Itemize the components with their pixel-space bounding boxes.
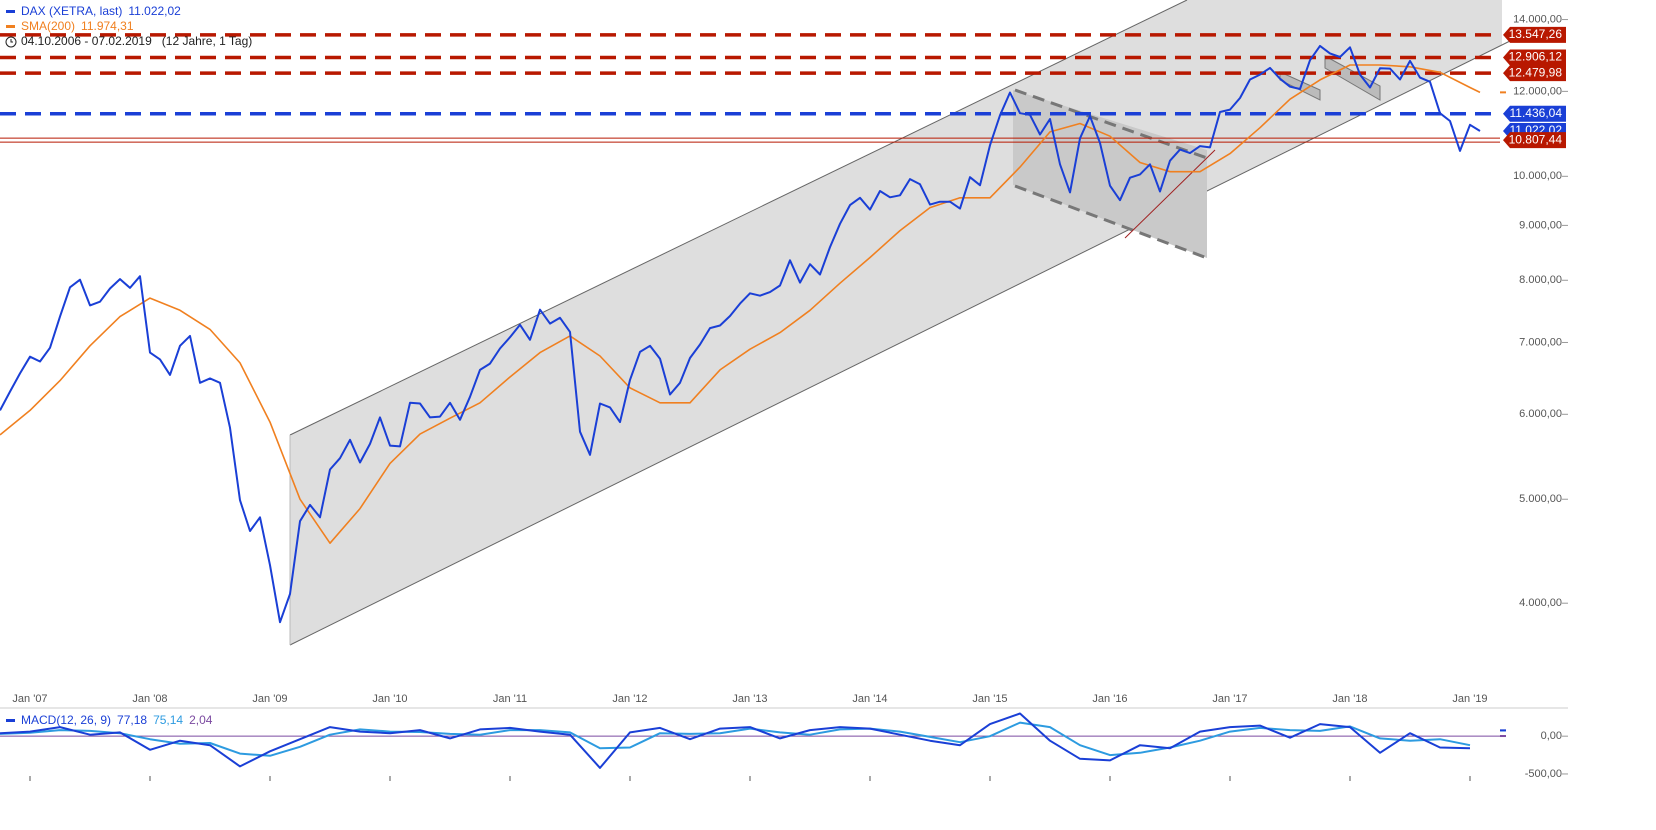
annotations — [0, 0, 1568, 709]
price-tag — [1503, 105, 1566, 122]
price-tag-label: 13.547,26 — [1509, 27, 1563, 41]
date-range-text: 04.10.2006 - 07.02.2019 — [21, 34, 152, 48]
price-tag-label: 11.436,04 — [1510, 106, 1563, 120]
x-tick-label: Jan '08 — [132, 693, 167, 705]
price-tag-label: 10.807,44 — [1509, 132, 1563, 146]
y-tick-label: 9.000,00 — [1519, 219, 1562, 231]
x-tick-label: Jan '10 — [372, 693, 407, 705]
price-tag — [1503, 132, 1566, 149]
price-tag — [1503, 26, 1566, 43]
x-tick-label: Jan '17 — [1212, 693, 1247, 705]
legend-value: 75,14 — [153, 713, 183, 727]
correction-upper — [1014, 88, 1208, 160]
series-line — [0, 44, 1481, 624]
legend-value: 77,18 — [117, 713, 147, 727]
series-line — [0, 721, 1471, 757]
y-tick-label: 12.000,00 — [1513, 85, 1562, 97]
legend-swatch — [6, 10, 15, 13]
correction-lower — [1014, 184, 1208, 260]
x-tick-label: Jan '15 — [972, 693, 1007, 705]
price-tag — [1503, 49, 1566, 66]
price-tag-label: 12.479,98 — [1509, 65, 1563, 79]
y-tick-label: 7.000,00 — [1519, 336, 1562, 348]
support-line — [1124, 149, 1216, 239]
y-tick-label: 14.000,00 — [1513, 13, 1562, 25]
legend-swatch — [6, 719, 15, 722]
series-line — [0, 712, 1471, 769]
legend-entry: SMA(200) 11.974,31 — [21, 19, 134, 33]
y-tick-label: 0,00 — [1541, 730, 1562, 742]
clock-icon — [5, 36, 17, 48]
legend-label: DAX (XETRA, last) — [21, 4, 122, 18]
date-range: 04.10.2006 - 07.02.2019 (12 Jahre, 1 Tag) — [21, 34, 252, 48]
legend-swatch — [6, 25, 15, 28]
plot-area: 4.000,00 5.000,00 6.000,00 7.000,00 8.000,00… — [0, 13, 1568, 781]
channel-lower — [289, 39, 1513, 646]
x-tick-label: Jan '11 — [493, 693, 527, 705]
legend-label: MACD(12, 26, 9) — [21, 713, 111, 727]
price-tag — [1503, 65, 1566, 82]
legend-value: 11.022,02 — [128, 4, 181, 18]
y-tick-label: 6.000,00 — [1519, 408, 1562, 420]
legend-entry: DAX (XETRA, last) 11.022,02 — [21, 4, 181, 18]
clock-hands — [10, 39, 13, 43]
y-tick-label: 8.000,00 — [1519, 274, 1562, 286]
macd-legend: MACD(12, 26, 9) 77,18 75,14 2,04 — [21, 713, 213, 727]
x-tick-label: Jan '18 — [1332, 693, 1367, 705]
series-line — [0, 64, 1481, 544]
x-tick-label: Jan '12 — [612, 693, 647, 705]
price-tag-label: 12.906,12 — [1509, 50, 1563, 64]
x-tick-label: Jan '14 — [852, 693, 887, 705]
legend-value: 11.974,31 — [81, 19, 134, 33]
y-tick-label: 4.000,00 — [1519, 597, 1562, 609]
x-tick-label: Jan '16 — [1092, 693, 1127, 705]
x-tick-label: Jan '09 — [252, 693, 287, 705]
x-tick-label: Jan '13 — [732, 693, 767, 705]
x-tick-label: Jan '07 — [12, 693, 47, 705]
legend: DAX (XETRA, last) 11.022,02 SMA(200) 11.97… — [5, 4, 252, 727]
y-tick-label: 5.000,00 — [1519, 493, 1562, 505]
legend-label: SMA(200) — [21, 19, 75, 33]
y-tick-label: 10.000,00 — [1513, 170, 1562, 182]
y-tick-label: -500,00 — [1525, 768, 1562, 780]
period-text: (12 Jahre, 1 Tag) — [162, 34, 253, 48]
legend-value: 2,04 — [189, 713, 213, 727]
correction-box — [1013, 90, 1207, 258]
x-tick-label: Jan '19 — [1452, 693, 1487, 705]
